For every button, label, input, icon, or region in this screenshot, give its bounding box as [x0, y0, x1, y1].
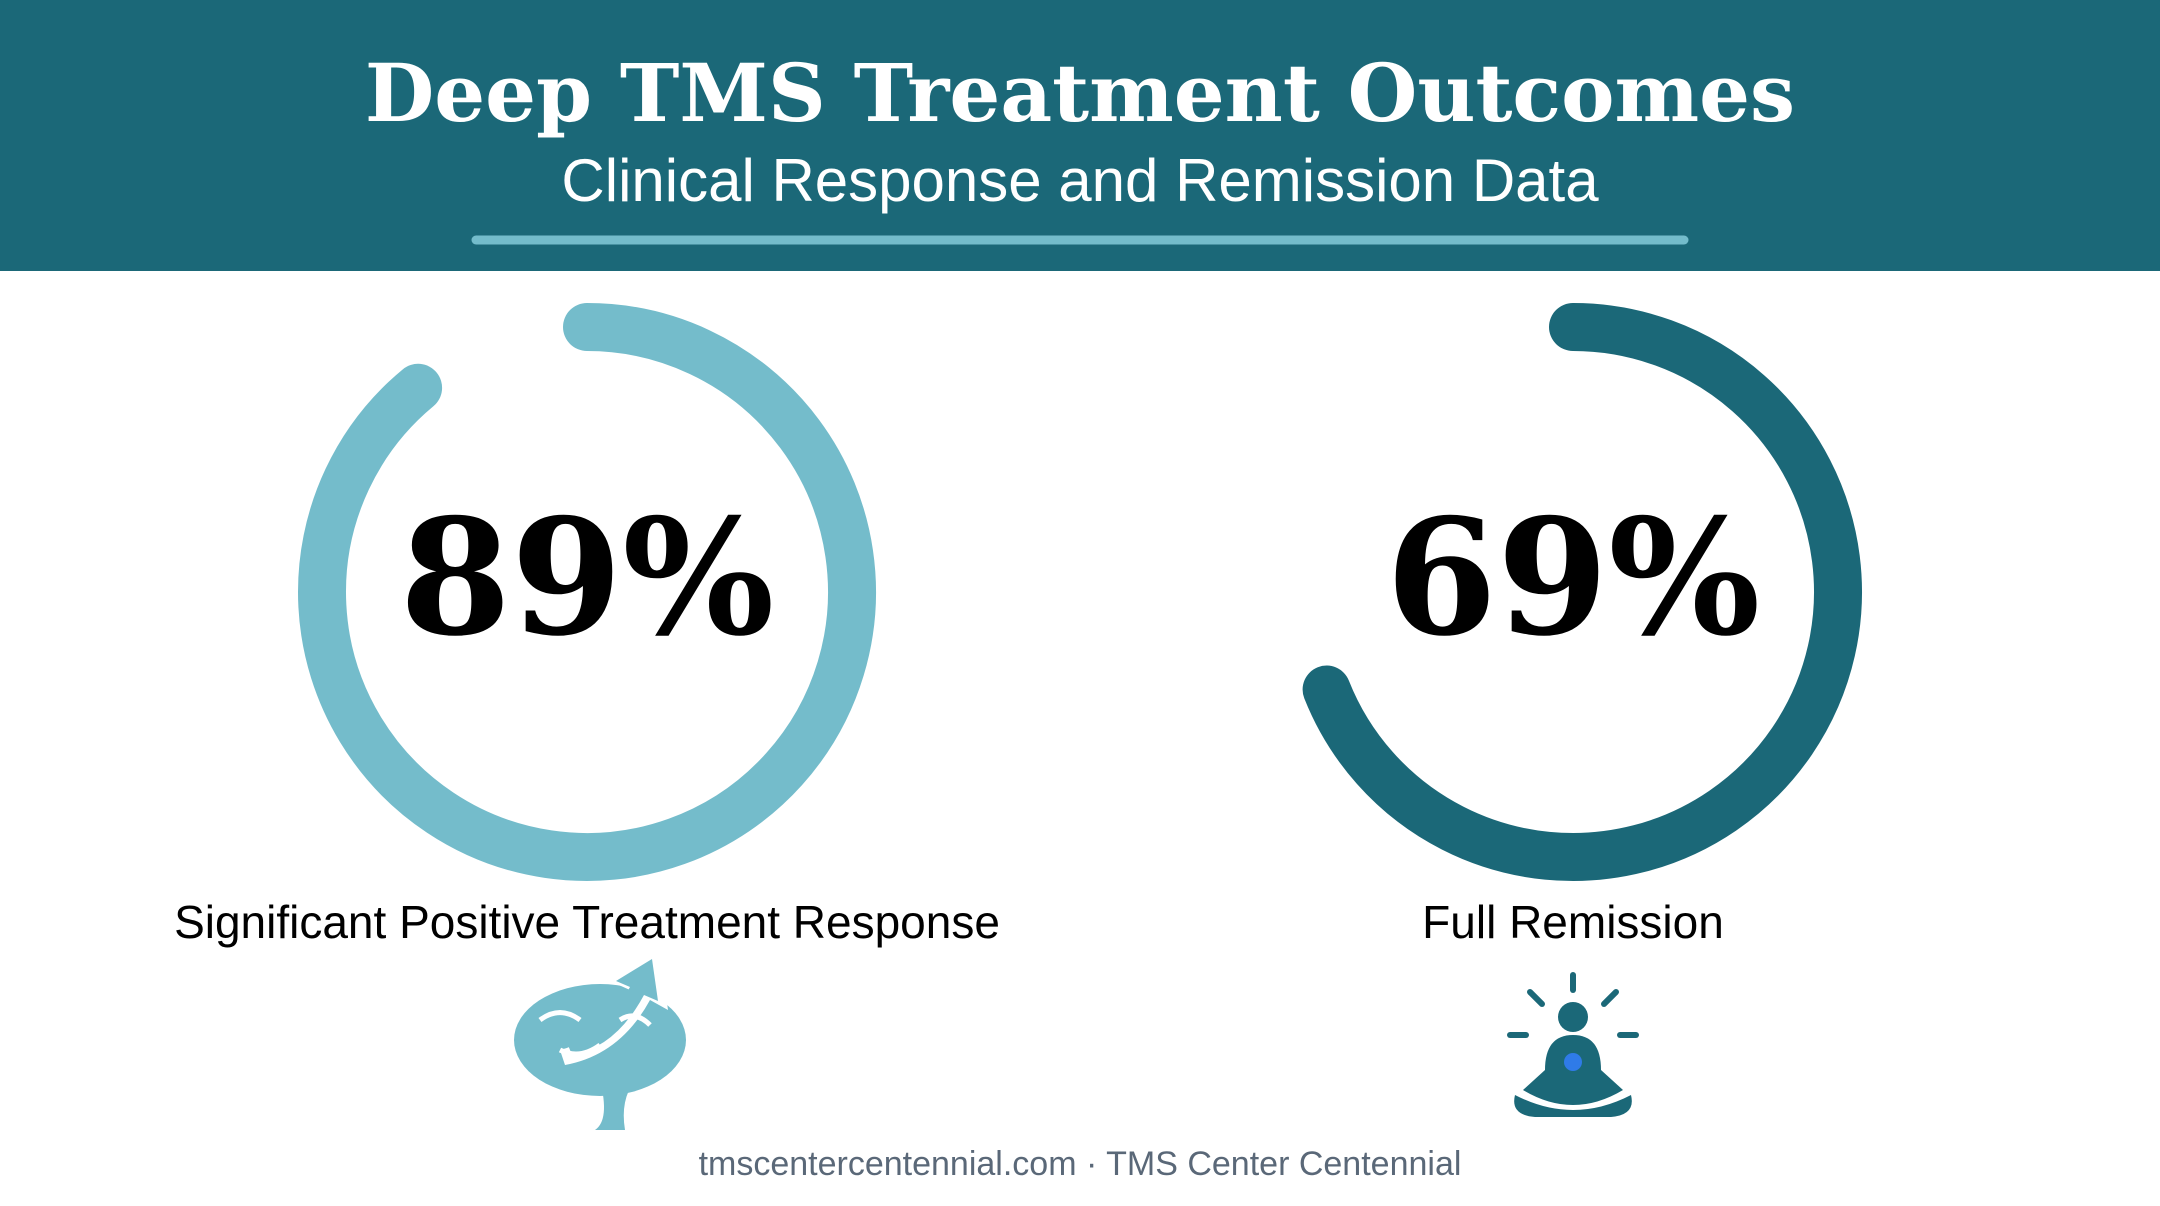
- category-label: Full Remission: [1422, 896, 1724, 948]
- chart-title: Deep TMS Treatment Outcomes: [365, 46, 1795, 140]
- gauge-arc: [298, 303, 876, 881]
- brain-icon: [514, 952, 686, 1130]
- gauge-arc: [1302, 303, 1862, 881]
- value-label: 69%: [1386, 484, 1761, 672]
- chart-subtitle: Clinical Response and Remission Data: [561, 147, 1599, 214]
- category-label: Significant Positive Treatment Response: [174, 896, 1000, 948]
- meditation-icon: [1507, 972, 1639, 1117]
- value-label: 89%: [400, 484, 775, 672]
- footer: tmscentercentennial.com · TMS Center Cen…: [699, 1145, 1462, 1183]
- header-band: [0, 0, 2160, 271]
